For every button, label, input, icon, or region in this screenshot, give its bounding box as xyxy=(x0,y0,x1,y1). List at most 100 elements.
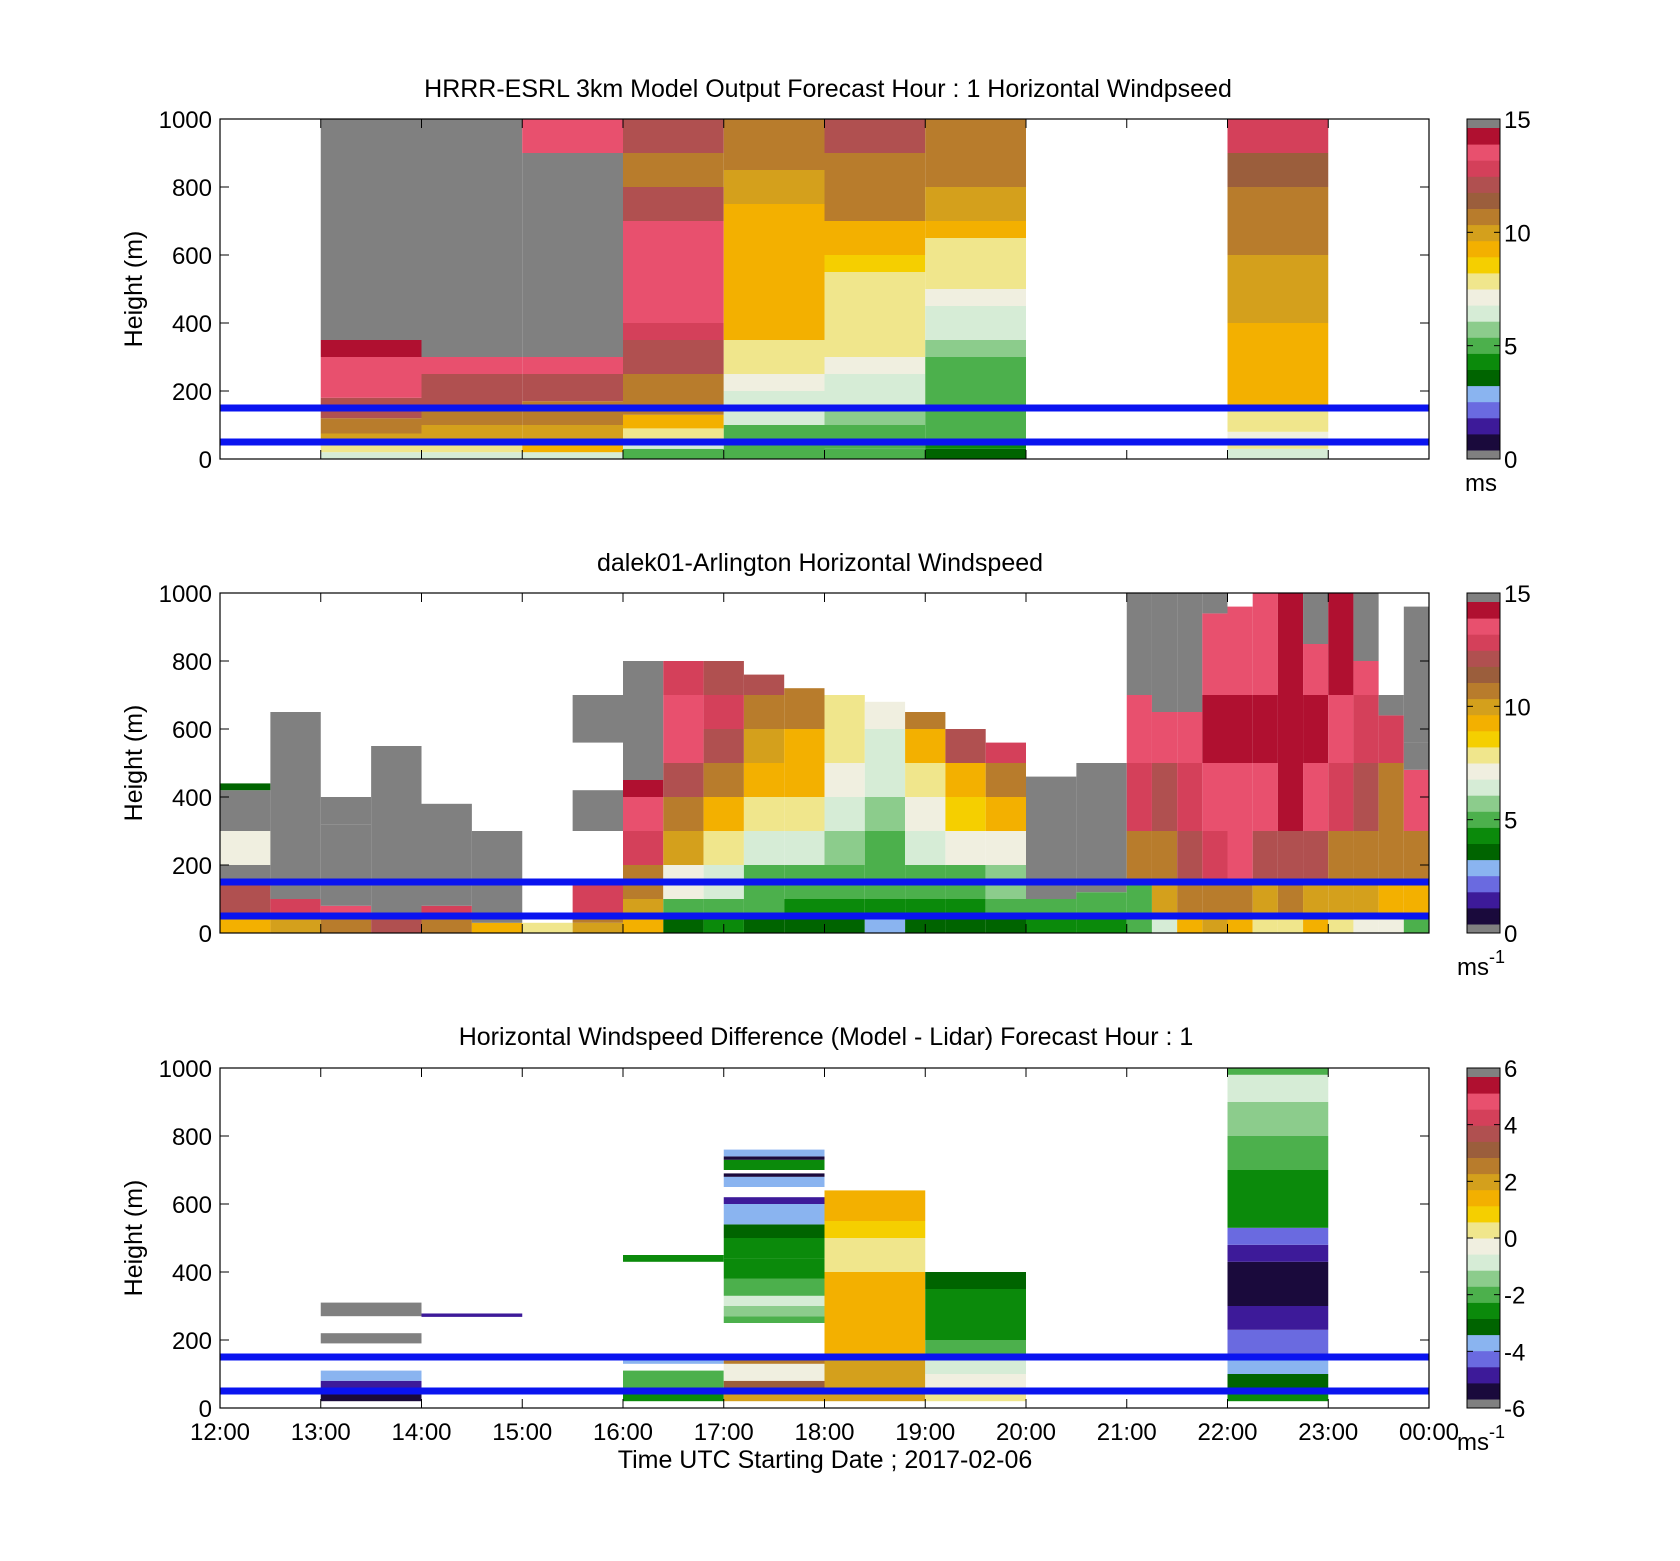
heatmap-cell xyxy=(1303,919,1329,933)
heatmap-cell xyxy=(985,831,1026,865)
heatmap-cell xyxy=(925,323,1026,340)
heatmap-cell xyxy=(945,797,986,831)
heatmap-cell xyxy=(1277,831,1304,882)
colorbar-swatch xyxy=(1467,1173,1500,1191)
heatmap-cell xyxy=(1227,1329,1329,1357)
heatmap-cell xyxy=(421,803,472,865)
heatmap-cell xyxy=(905,729,946,763)
heatmap-cell xyxy=(1353,593,1379,661)
colorbar-tick-label: 15 xyxy=(1504,581,1531,608)
colorbar-swatch xyxy=(1467,1093,1500,1110)
heatmap-cell xyxy=(925,272,1026,289)
heatmap-cell xyxy=(1328,919,1354,933)
heatmap-cell xyxy=(1076,831,1127,865)
heatmap-cell xyxy=(663,695,704,729)
colorbar-tick-label: 5 xyxy=(1504,334,1517,361)
heatmap-cell xyxy=(1202,831,1228,882)
model-windspeed-reference-lines xyxy=(220,404,1429,446)
colorbar-cap xyxy=(1467,593,1500,602)
y-tick-label: 200 xyxy=(172,853,212,880)
difference-title: Horizontal Windspeed Difference (Model -… xyxy=(459,1023,1194,1051)
difference-ylabel: Height (m) xyxy=(120,1180,148,1297)
colorbar-swatch xyxy=(1467,144,1500,161)
colorbar-swatch xyxy=(1467,1189,1500,1207)
heatmap-cell xyxy=(1177,593,1203,712)
heatmap-cell xyxy=(925,357,1026,374)
heatmap-cell xyxy=(925,340,1026,357)
colorbar-tick-label: -6 xyxy=(1504,1396,1525,1423)
heatmap-cell xyxy=(723,1224,825,1238)
heatmap-cell xyxy=(985,763,1026,797)
heatmap-cell xyxy=(824,306,926,323)
heatmap-cell xyxy=(723,306,825,323)
colorbar-swatch xyxy=(1467,763,1500,780)
heatmap-cell xyxy=(1227,255,1329,323)
heatmap-cell xyxy=(824,919,865,933)
heatmap-cell xyxy=(1076,763,1127,797)
heatmap-cell xyxy=(723,408,825,425)
colorbar-swatch xyxy=(1467,1077,1500,1094)
heatmap-cell xyxy=(723,357,825,374)
colorbar-swatch xyxy=(1467,714,1500,732)
colorbar-tick-label: 6 xyxy=(1504,1056,1517,1083)
model-windspeed-panel: HRRR-ESRL 3km Model Output Forecast Hour… xyxy=(120,75,1531,497)
difference-heatmap xyxy=(320,1068,1329,1402)
heatmap-cell xyxy=(663,661,704,695)
heatmap-cell xyxy=(1202,593,1228,614)
heatmap-cell xyxy=(1277,919,1304,933)
heatmap-cell xyxy=(1227,831,1253,882)
heatmap-cell xyxy=(1202,763,1228,831)
heatmap-cell xyxy=(824,1306,926,1357)
heatmap-cell xyxy=(985,797,1026,831)
heatmap-cell xyxy=(784,763,825,797)
heatmap-cell xyxy=(824,695,865,729)
heatmap-cell xyxy=(703,661,744,695)
heatmap-cell xyxy=(623,1360,724,1364)
heatmap-cell xyxy=(905,763,946,797)
heatmap-cell xyxy=(824,221,926,255)
heatmap-cell xyxy=(723,1278,825,1296)
heatmap-cell xyxy=(824,374,926,391)
heatmap-cell xyxy=(864,797,906,831)
heatmap-cell xyxy=(1126,763,1152,831)
heatmap-cell xyxy=(421,119,523,357)
heatmap-cell xyxy=(1252,763,1278,831)
heatmap-cell xyxy=(421,374,523,391)
difference-reference-lines xyxy=(220,1353,1429,1395)
lidar-windspeed-colorbar-unit: ms-1 xyxy=(1457,947,1505,981)
heatmap-cell xyxy=(320,1370,422,1381)
heatmap-cell xyxy=(421,1313,523,1317)
heatmap-cell xyxy=(220,865,271,882)
heatmap-cell xyxy=(1126,695,1152,763)
heatmap-cell xyxy=(723,1238,825,1259)
heatmap-cell xyxy=(1227,1357,1329,1374)
heatmap-cell xyxy=(623,780,664,797)
heatmap-cell xyxy=(1403,769,1429,831)
heatmap-cell xyxy=(1227,1136,1329,1170)
heatmap-cell xyxy=(220,790,271,831)
colorbar-swatch xyxy=(1467,256,1500,274)
lidar-windspeed-colorbar: 0 5 10 15 xyxy=(1466,581,1531,948)
colorbar-swatch xyxy=(1467,891,1500,909)
difference-yticks: 0 200 400 600 800 1000 xyxy=(159,1056,1429,1423)
heatmap-cell xyxy=(1353,661,1379,695)
heatmap-cell xyxy=(623,1255,724,1262)
heatmap-cell xyxy=(723,204,825,306)
colorbar-swatch xyxy=(1467,1221,1500,1239)
colorbar-swatch xyxy=(1467,811,1500,828)
heatmap-cell xyxy=(1303,644,1329,695)
colorbar-tick-label: -2 xyxy=(1504,1283,1525,1310)
heatmap-cell xyxy=(723,1204,825,1225)
colorbar-swatch xyxy=(1467,746,1500,764)
heatmap-cell xyxy=(703,729,744,763)
heatmap-cell xyxy=(320,418,422,434)
colorbar-swatch xyxy=(1467,602,1500,619)
heatmap-cell xyxy=(784,831,825,865)
heatmap-cell xyxy=(824,391,926,408)
heatmap-cell xyxy=(522,357,623,374)
heatmap-cell xyxy=(1151,919,1178,933)
heatmap-cell xyxy=(522,922,573,933)
heatmap-cell xyxy=(1227,1074,1329,1102)
lidar-windspeed-reference-lines xyxy=(220,878,1429,920)
heatmap-cell xyxy=(824,153,926,187)
